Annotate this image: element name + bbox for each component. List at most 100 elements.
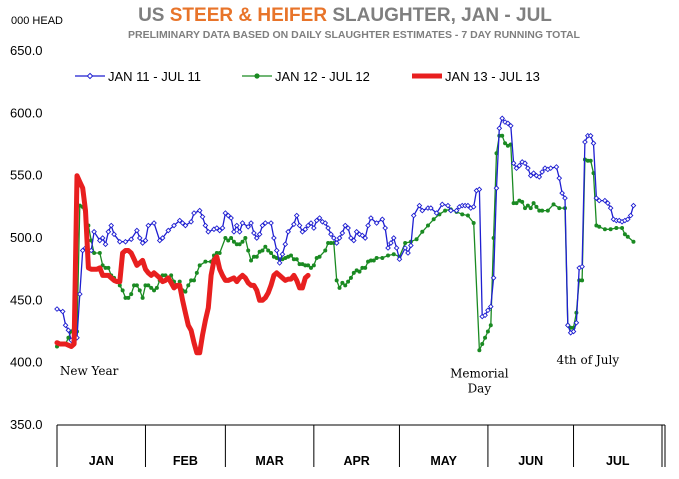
data-point (340, 280, 345, 285)
legend-marker (254, 73, 260, 79)
data-point (431, 217, 436, 222)
month-label: MAR (255, 454, 283, 468)
legend-label: JAN 12 - JUL 12 (275, 69, 370, 84)
data-point (134, 227, 140, 234)
data-point (331, 240, 336, 245)
data-point (343, 283, 348, 288)
data-point (362, 235, 369, 241)
data-point (527, 172, 534, 179)
data-point (540, 208, 545, 213)
data-point (268, 220, 274, 226)
data-point (496, 125, 503, 132)
y-tick-label: 650.0 (10, 43, 43, 58)
data-point (142, 237, 149, 244)
data-point (368, 215, 374, 221)
data-point (205, 228, 212, 235)
month-label: FEB (173, 454, 198, 468)
data-point (225, 212, 232, 219)
data-point (291, 257, 296, 262)
data-point (186, 283, 191, 288)
data-point (350, 237, 357, 244)
data-point (585, 158, 590, 163)
data-point (453, 207, 460, 214)
data-point (59, 308, 66, 315)
data-point (203, 259, 208, 264)
data-point (488, 323, 493, 328)
data-point (439, 201, 446, 208)
data-point (97, 250, 102, 255)
data-point (213, 225, 220, 231)
data-point (379, 216, 386, 223)
data-point (66, 335, 71, 340)
series-1 (54, 115, 637, 344)
data-point (602, 197, 608, 204)
data-point (477, 348, 482, 353)
data-point (485, 307, 491, 314)
data-point (328, 231, 334, 238)
data-point (337, 285, 342, 290)
data-point (293, 212, 300, 219)
data-point (120, 288, 125, 293)
data-point (580, 278, 585, 283)
data-point (482, 312, 488, 319)
data-point (253, 235, 260, 241)
legend-label: JAN 13 - JUL 13 (445, 69, 540, 84)
data-point (188, 218, 194, 225)
data-point (226, 238, 231, 243)
data-point (528, 206, 533, 211)
data-point (582, 139, 588, 145)
data-point (276, 260, 283, 266)
data-point (251, 254, 256, 259)
data-point (214, 250, 219, 255)
data-point (134, 283, 139, 288)
data-point (408, 242, 414, 249)
data-point (419, 207, 426, 214)
data-point (614, 226, 619, 231)
data-point (194, 270, 199, 275)
data-point (525, 165, 531, 172)
data-point (553, 164, 560, 170)
data-point (199, 213, 206, 220)
data-point (152, 288, 157, 293)
data-point (485, 329, 490, 334)
data-point (428, 205, 434, 211)
data-point (471, 221, 476, 226)
data-point (336, 235, 343, 241)
data-point (499, 115, 506, 122)
data-point (91, 228, 97, 235)
data-point (513, 165, 520, 172)
data-point (126, 295, 131, 300)
data-point (425, 223, 430, 228)
data-point (243, 236, 248, 240)
data-point (625, 234, 630, 239)
data-point (531, 201, 536, 206)
data-point (306, 263, 311, 268)
data-point (182, 222, 189, 229)
data-point (503, 141, 508, 146)
data-point (333, 240, 340, 246)
data-point (322, 220, 329, 226)
legend-marker (86, 72, 94, 80)
data-point (197, 263, 202, 268)
data-point (156, 237, 163, 244)
data-point (231, 239, 236, 244)
data-point (351, 270, 356, 275)
data-point (500, 133, 505, 138)
title-part-0: US (138, 5, 170, 26)
data-point (217, 250, 222, 255)
data-point (137, 288, 142, 293)
x-axis: JAN FEB MAR APR MAY JUN JUL (56, 424, 666, 468)
data-point (530, 170, 537, 177)
data-point (196, 207, 203, 214)
legend-label: JAN 11 - JUL 11 (108, 69, 201, 84)
data-point (348, 235, 354, 241)
data-point (551, 202, 556, 207)
legend-item-3: JAN 13 - JUL 13 (412, 69, 540, 84)
data-point (189, 278, 194, 283)
data-point (308, 220, 314, 226)
data-point (490, 275, 497, 281)
data-point (149, 285, 154, 290)
data-point (251, 230, 257, 236)
data-point (102, 241, 109, 248)
